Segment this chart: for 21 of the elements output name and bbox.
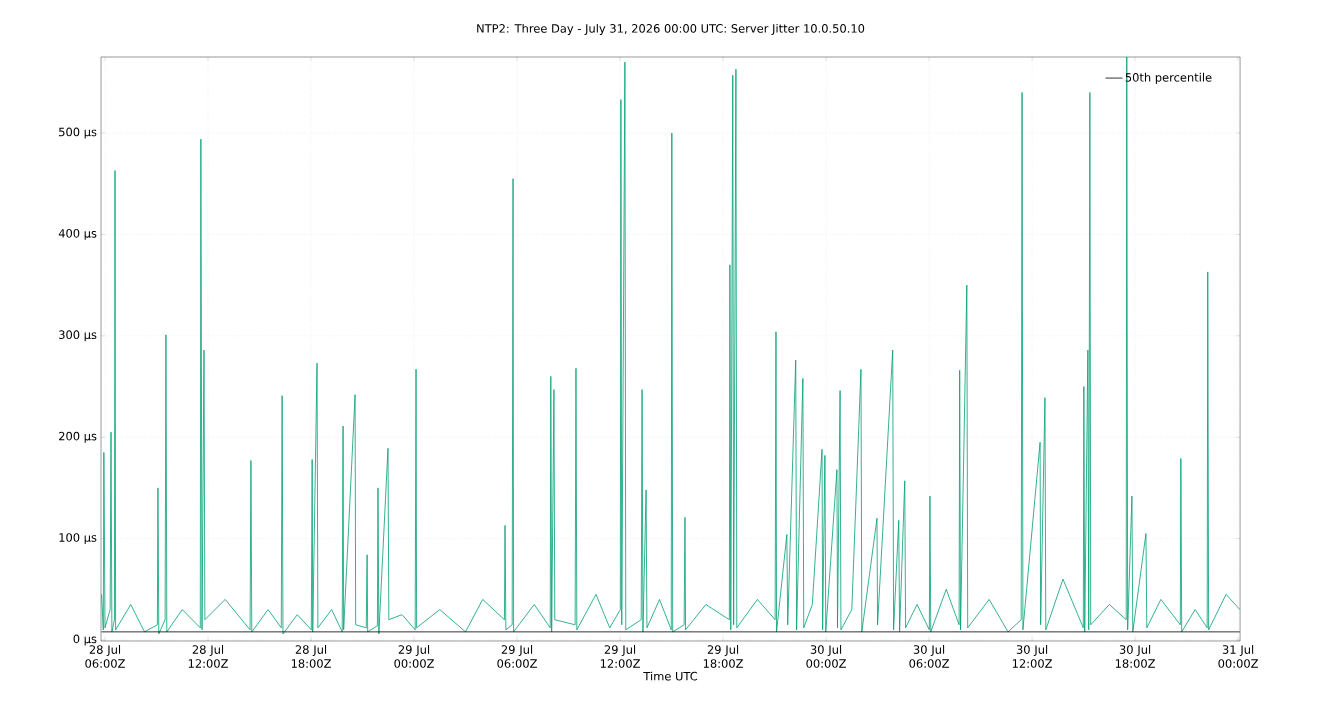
- x-axis-title: Time UTC: [643, 671, 698, 681]
- line-series: [101, 56, 1241, 635]
- y-tick-label: 400 µs: [58, 228, 97, 240]
- x-tick-label: 29 Jul 00:00Z: [394, 645, 434, 668]
- x-tick-label: 29 Jul 06:00Z: [497, 645, 537, 668]
- x-tick-label: 28 Jul 06:00Z: [85, 645, 125, 668]
- x-tick-label: 30 Jul 06:00Z: [909, 645, 949, 668]
- y-tick-label: 0 µs: [73, 634, 97, 646]
- x-tick-label: 28 Jul 12:00Z: [188, 645, 228, 668]
- y-tick-label: 300 µs: [59, 330, 97, 342]
- x-tick-label: 29 Jul 12:00Z: [600, 645, 640, 668]
- y-tick-label: 100 µs: [59, 533, 97, 545]
- x-tick-label: 30 Jul 12:00Z: [1012, 645, 1052, 668]
- x-tick-label: 28 Jul 18:00Z: [291, 645, 331, 668]
- x-tick-label: 29 Jul 18:00Z: [703, 645, 743, 668]
- chart-title: NTP2: Three Day - July 31, 2026 00:00 UTC: Server Jitter 10.0.50.10: [477, 23, 865, 35]
- x-tick-label: 31 Jul 00:00Z: [1218, 645, 1258, 668]
- x-tick-label: 30 Jul 00:00Z: [806, 645, 846, 668]
- x-tick-label: 30 Jul 18:00Z: [1115, 645, 1155, 668]
- y-tick-label: 200 µs: [59, 431, 97, 443]
- y-tick-label: 500 µs: [59, 127, 97, 139]
